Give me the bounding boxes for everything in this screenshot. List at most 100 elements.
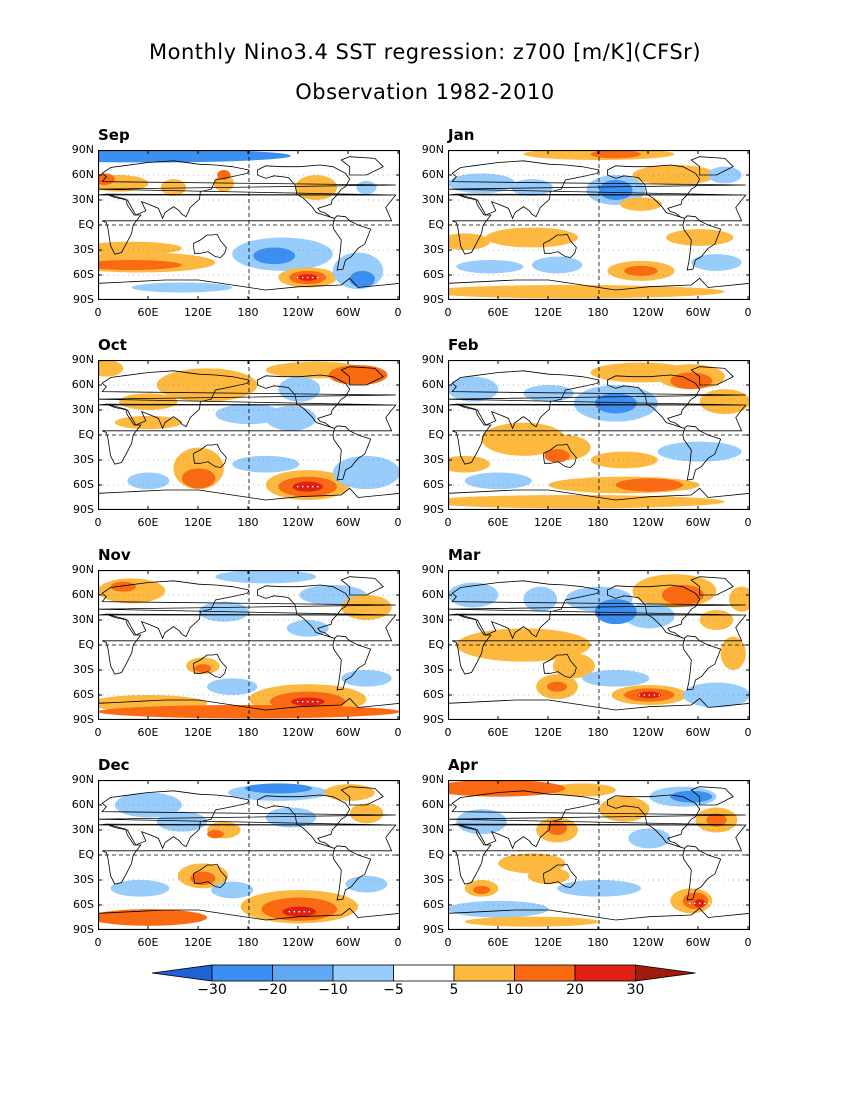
coastline	[98, 790, 396, 850]
coastline	[256, 164, 351, 219]
lon-label: 60E	[487, 726, 509, 739]
lat-label: 30N	[421, 823, 444, 836]
lat-label: 90S	[423, 503, 444, 516]
lon-label: 0	[444, 306, 452, 319]
anomaly-blob	[98, 909, 208, 926]
lat-label: 90N	[421, 353, 444, 366]
lat-label: 60S	[73, 478, 94, 491]
lat-label: 60S	[73, 898, 94, 911]
lon-label: 60W	[335, 306, 361, 319]
anomaly-blob	[98, 360, 124, 377]
hatch-dot	[303, 910, 306, 913]
lon-label: 60E	[137, 516, 159, 529]
coastline	[193, 653, 227, 678]
antarctica-coastline	[448, 487, 750, 501]
coastline	[193, 233, 227, 258]
antarctica-coastline	[98, 487, 400, 501]
anomaly-blob	[523, 586, 558, 612]
colorbar-arrow-left	[151, 964, 213, 982]
anomaly-blob	[215, 570, 317, 584]
colorbar-label: 30	[626, 982, 645, 998]
lat-label: 90S	[423, 713, 444, 726]
antarctica-coastline	[448, 277, 750, 291]
coastline	[452, 403, 747, 465]
lon-label: 180	[237, 936, 259, 949]
anomaly-blob	[548, 783, 616, 797]
coastline	[690, 366, 734, 386]
coastline	[452, 613, 747, 675]
anomaly-blob	[544, 449, 570, 463]
coastline	[332, 215, 372, 271]
coastline	[690, 156, 734, 176]
lon-label: 60W	[335, 936, 361, 949]
hatch-dot	[301, 276, 304, 279]
anomaly-blob	[582, 670, 650, 687]
hatch-dot	[301, 700, 304, 703]
anomaly-blob	[456, 260, 524, 274]
lon-label: 120W	[282, 936, 314, 949]
lon-label: 0	[744, 726, 752, 739]
anomaly-blob	[98, 150, 291, 163]
lon-label: 60E	[487, 936, 509, 949]
anomaly-blob	[661, 585, 704, 605]
anomaly-blob	[118, 393, 178, 410]
colorbar-segment	[514, 964, 576, 982]
coastline	[606, 164, 701, 219]
lat-label: 90S	[73, 923, 94, 936]
anomaly-blob	[594, 599, 637, 625]
lon-label: 120E	[184, 306, 212, 319]
lon-label: 60E	[487, 306, 509, 319]
lon-label: 60E	[137, 306, 159, 319]
lat-label: 60N	[71, 588, 94, 601]
lat-label: EQ	[428, 218, 444, 231]
lon-label: 60E	[487, 516, 509, 529]
hatch-dot	[688, 902, 691, 905]
map-panel-dec	[98, 780, 400, 930]
lon-label: 0	[394, 516, 402, 529]
lat-label: 30N	[421, 613, 444, 626]
coastline	[452, 823, 747, 885]
anomaly-blob	[699, 389, 750, 415]
lat-label: EQ	[78, 428, 94, 441]
lon-label: 60E	[137, 726, 159, 739]
coastline	[543, 233, 577, 258]
anomaly-blob	[181, 468, 216, 489]
lat-label: 60S	[423, 478, 444, 491]
hatch-dot	[306, 276, 309, 279]
coastline	[98, 370, 396, 430]
lat-label: 60S	[423, 268, 444, 281]
coastline	[682, 635, 722, 691]
colorbar	[151, 964, 696, 982]
lon-label: 60W	[335, 726, 361, 739]
lat-label: 30S	[423, 663, 444, 676]
lat-label: 90S	[423, 293, 444, 306]
anomaly-blob	[682, 682, 750, 708]
lat-label: 60N	[421, 588, 444, 601]
panel-title-mar: Mar	[448, 546, 481, 564]
lon-label: 0	[394, 936, 402, 949]
coastline	[682, 215, 722, 271]
coastline	[102, 193, 397, 255]
anomaly-blob	[628, 828, 671, 849]
anomaly-blob	[114, 415, 182, 430]
anomaly-blob	[349, 803, 384, 824]
anomaly-blob	[624, 265, 658, 276]
anomaly-blob	[194, 664, 212, 673]
panel-title-apr: Apr	[448, 756, 478, 774]
colorbar-label: −30	[197, 982, 227, 998]
hatch-dot	[648, 694, 651, 696]
lat-label: 30N	[71, 613, 94, 626]
anomaly-blob	[552, 653, 595, 679]
lon-label: 60W	[685, 726, 711, 739]
anomaly-blob	[706, 813, 727, 827]
anomaly-blob	[456, 809, 507, 835]
lat-label: 60N	[421, 378, 444, 391]
lat-label: 30S	[73, 453, 94, 466]
lon-label: 120E	[534, 306, 562, 319]
lon-label: 0	[744, 306, 752, 319]
lon-label: 0	[394, 306, 402, 319]
anomaly-blob	[448, 285, 725, 299]
lat-label: 60N	[71, 798, 94, 811]
coastline	[332, 425, 372, 481]
coastline	[606, 584, 701, 639]
